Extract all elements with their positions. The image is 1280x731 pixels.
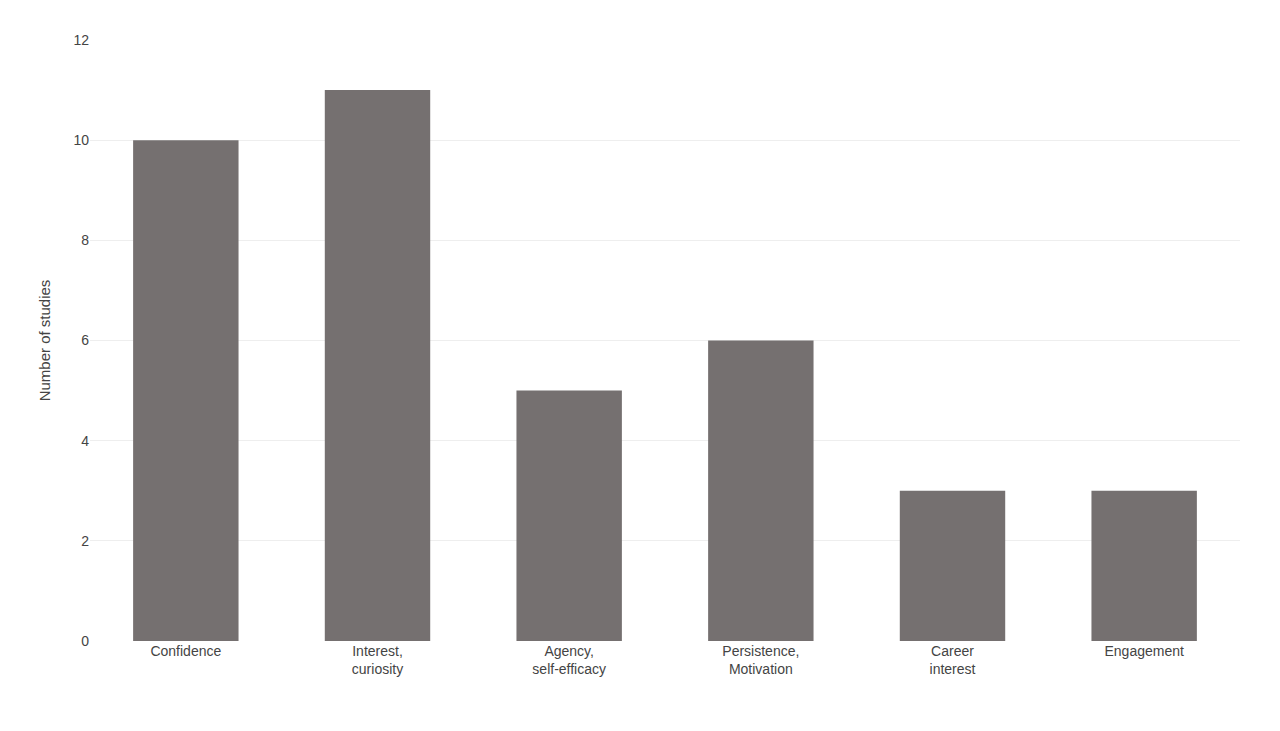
svg-text:Persistence,Motivation: Persistence,Motivation bbox=[722, 643, 799, 677]
svg-text:10: 10 bbox=[73, 132, 89, 148]
svg-text:4: 4 bbox=[81, 433, 89, 449]
svg-text:Engagement: Engagement bbox=[1104, 643, 1184, 659]
svg-text:8: 8 bbox=[81, 232, 89, 248]
svg-text:0: 0 bbox=[81, 633, 89, 649]
svg-text:Confidence: Confidence bbox=[150, 643, 221, 659]
svg-text:Number of studies: Number of studies bbox=[36, 280, 53, 402]
svg-text:12: 12 bbox=[73, 32, 89, 48]
svg-text:Interest,curiosity: Interest,curiosity bbox=[352, 643, 403, 677]
svg-text:Careerinterest: Careerinterest bbox=[930, 643, 976, 677]
svg-text:6: 6 bbox=[81, 332, 89, 348]
svg-text:2: 2 bbox=[81, 533, 89, 549]
svg-text:Agency,self-efficacy: Agency,self-efficacy bbox=[532, 643, 606, 677]
